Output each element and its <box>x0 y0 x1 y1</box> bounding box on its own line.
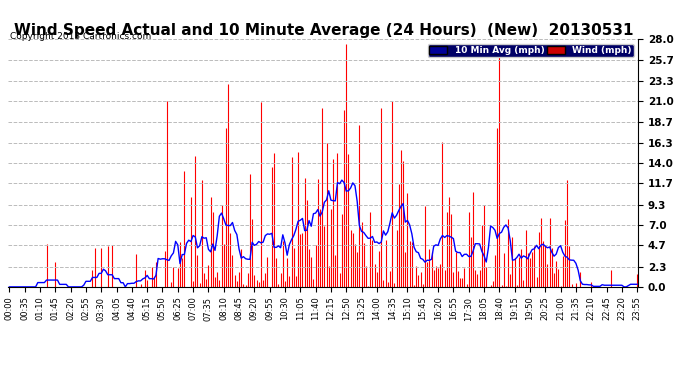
Text: Copyright 2013 Cartronics.com: Copyright 2013 Cartronics.com <box>10 32 152 41</box>
Legend: 10 Min Avg (mph), Wind (mph): 10 Min Avg (mph), Wind (mph) <box>428 44 633 57</box>
Title: Wind Speed Actual and 10 Minute Average (24 Hours)  (New)  20130531: Wind Speed Actual and 10 Minute Average … <box>14 23 633 38</box>
